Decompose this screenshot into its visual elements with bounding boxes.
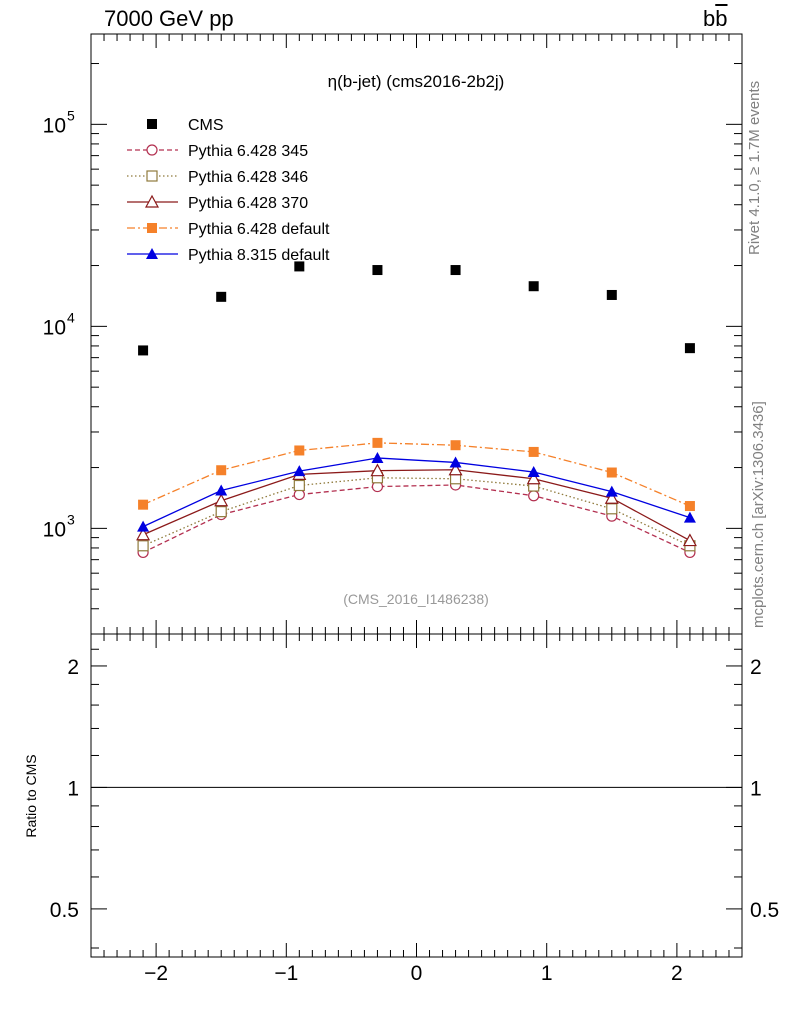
ratio-y-axis-label: Ratio to CMS (23, 754, 39, 837)
ratio-y-tick-label-right: 2 (750, 656, 762, 679)
data-point (683, 511, 696, 523)
ratio-y-tick-label-left: 2 (67, 656, 79, 679)
legend-entry: Pythia 6.428 345 (127, 143, 308, 160)
chart-title: η(b-jet) (cms2016-2b2j) (328, 72, 505, 91)
legend-label: CMS (188, 117, 224, 134)
ratio-y-tick-label-left: 0.5 (50, 899, 79, 922)
legend-entry: Pythia 6.428 346 (127, 169, 308, 186)
data-point (216, 465, 227, 476)
series-pythia-6-428-default (138, 437, 695, 512)
header-right-b: b (703, 6, 716, 31)
data-point (604, 490, 619, 504)
data-point (294, 445, 305, 456)
data-point (293, 465, 306, 477)
x-tick-label: 2 (671, 962, 683, 985)
rivet-version-label: Rivet 4.1.0, ≥ 1.7M events (746, 81, 763, 255)
data-point (137, 540, 149, 552)
legend-marker (147, 119, 157, 129)
x-tick-label: −1 (274, 962, 298, 985)
data-point (138, 345, 149, 356)
legend-marker (146, 144, 158, 156)
legend-marker (146, 248, 158, 259)
legend-entry: Pythia 8.315 default (127, 247, 330, 264)
legend-entry: Pythia 6.428 default (127, 221, 330, 238)
y-tick-exponent: 4 (67, 309, 75, 325)
series-line (142, 457, 691, 528)
data-point (215, 484, 228, 496)
data-point (605, 485, 618, 497)
data-point (372, 265, 383, 276)
mcplots-reference-label: mcplots.cern.ch [arXiv:1306.3436] (750, 401, 767, 628)
y-tick-label: 10 (43, 518, 66, 541)
data-point (449, 456, 462, 468)
data-point (448, 462, 463, 476)
legend-entry: Pythia 6.428 370 (127, 194, 308, 212)
data-point (137, 520, 150, 532)
ratio-y-tick-labels: 0.5 0.5 1 1 2 2 (50, 656, 779, 922)
data-point (528, 446, 539, 457)
data-point (138, 499, 149, 510)
legend-marker (146, 170, 158, 182)
legend-marker (147, 223, 157, 233)
ratio-y-tick-label-right: 0.5 (750, 899, 779, 922)
data-point (370, 463, 385, 477)
series-line (142, 469, 691, 542)
data-point (526, 471, 541, 485)
header-left: 7000 GeV pp (104, 6, 234, 31)
y-tick-exponent: 3 (67, 511, 75, 527)
series-layer (136, 261, 697, 559)
data-point (606, 503, 618, 515)
series-line (142, 477, 691, 547)
ratio-y-tick-label-right: 1 (750, 777, 762, 800)
y-tick-exponent: 5 (67, 107, 75, 123)
header-right-bbar: b (715, 6, 728, 31)
x-tick-label: 1 (541, 962, 553, 985)
legend-entry: CMS (147, 117, 224, 134)
legend-label: Pythia 6.428 346 (188, 169, 308, 186)
series-cms (138, 261, 695, 356)
x-tick-labels: −2 −1 0 1 2 (144, 962, 683, 985)
header-right: bb (703, 6, 728, 32)
chart-watermark: (CMS_2016_I1486238) (343, 591, 489, 607)
data-point (372, 437, 383, 448)
data-point (371, 452, 384, 464)
ratio-y-tick-label-left: 1 (67, 777, 79, 800)
legend-label: Pythia 6.428 370 (188, 195, 308, 212)
data-point (528, 490, 540, 502)
x-tick-label: −2 (144, 962, 168, 985)
y-tick-label: 10 (43, 316, 66, 339)
data-point (684, 501, 695, 512)
ratio-plot-frame (90, 633, 743, 958)
data-point (294, 261, 305, 272)
data-point (606, 467, 617, 478)
main-axis-ticks (90, 34, 743, 635)
data-point (684, 343, 695, 354)
data-point (606, 289, 617, 300)
data-point (450, 440, 461, 451)
series-pythia-8-315-default (137, 452, 696, 532)
data-point (450, 265, 461, 276)
legend-marker (144, 194, 160, 208)
data-point (215, 506, 227, 518)
data-point (293, 479, 305, 492)
x-tick-label: 0 (411, 962, 423, 985)
data-point (682, 533, 697, 547)
series-line (142, 442, 691, 507)
legend-label: Pythia 6.428 default (188, 221, 330, 238)
data-point (216, 291, 227, 302)
legend: CMS Pythia 6.428 345 Pythia 6.428 346 Pythi… (127, 117, 330, 264)
data-point (527, 466, 540, 478)
series-line (142, 484, 691, 554)
y-tick-label: 10 (43, 114, 66, 137)
legend-label: Pythia 6.428 345 (188, 143, 308, 160)
legend-label: Pythia 8.315 default (188, 247, 330, 264)
ratio-axis-ticks (90, 633, 743, 957)
data-point (528, 281, 539, 292)
data-point (136, 527, 151, 541)
data-point (214, 493, 229, 507)
series-pythia-6-428-346 (137, 472, 696, 552)
